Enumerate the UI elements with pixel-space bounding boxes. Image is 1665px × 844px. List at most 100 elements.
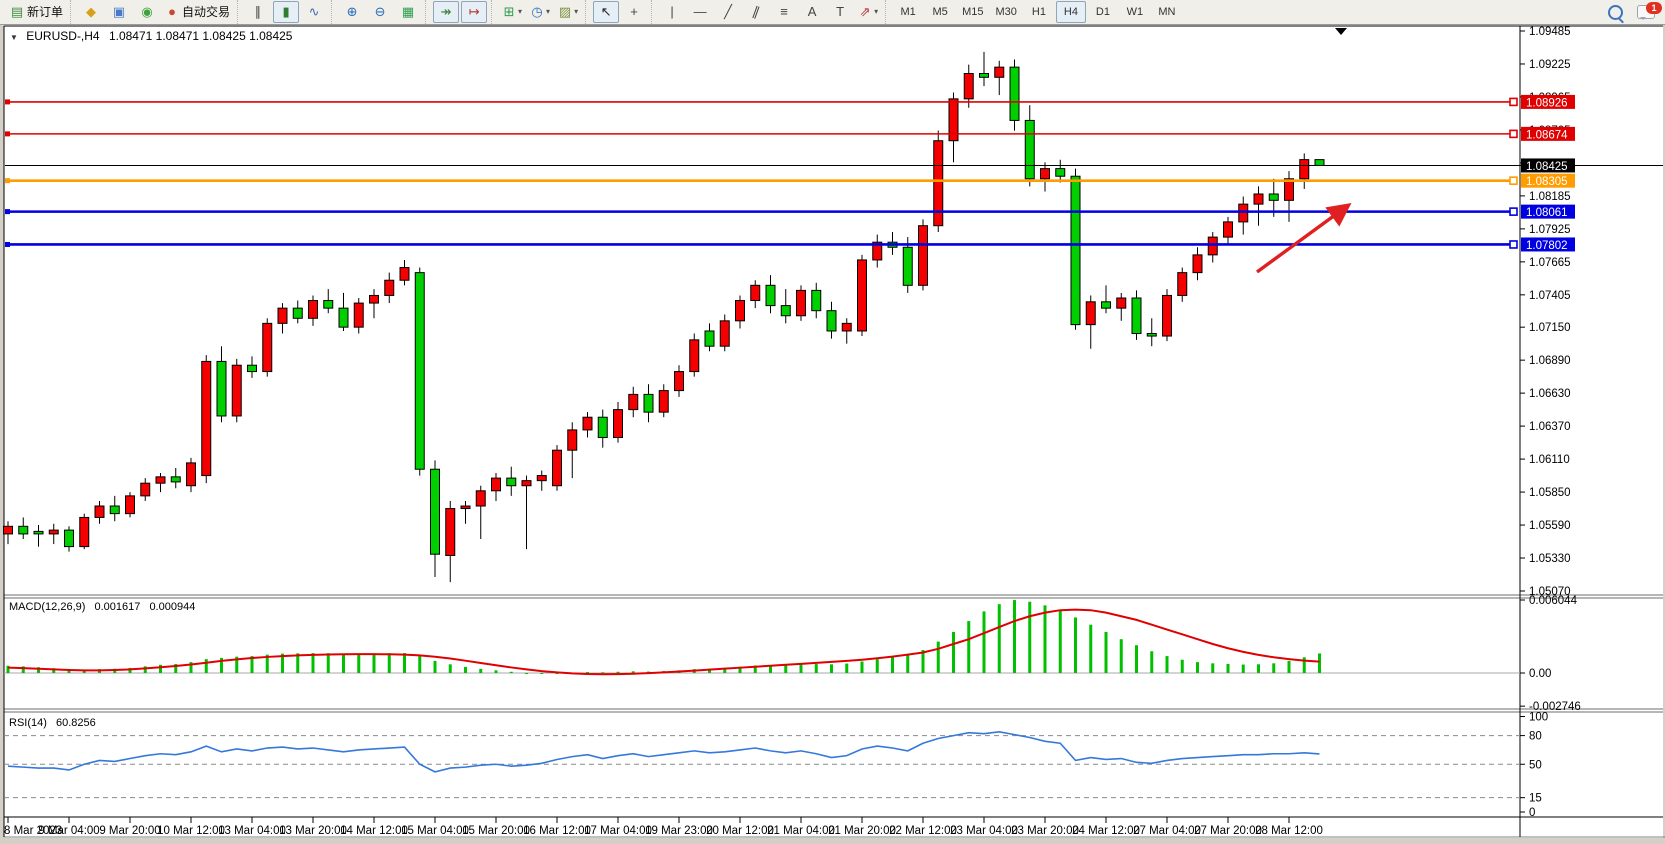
macd-histogram-bar <box>525 673 528 674</box>
price-tick-label: 1.06630 <box>1529 388 1571 400</box>
price-tick-label: 1.07665 <box>1529 257 1571 269</box>
trendline-button[interactable]: ╱ <box>715 1 741 23</box>
timeframe-M30[interactable]: M30 <box>995 6 1017 18</box>
line-chart-button[interactable]: ∿ <box>301 1 327 23</box>
cursor-button[interactable]: ↖ <box>593 1 620 23</box>
candle-bull <box>1223 221 1233 238</box>
chevron-down-icon[interactable]: ▾ <box>546 7 551 16</box>
time-tick-label: 13 Mar 04:00 <box>218 825 286 837</box>
macd-histogram-bar <box>967 621 971 673</box>
candle-bull <box>1253 193 1264 205</box>
timeframe-M15[interactable]: M15 <box>962 6 984 18</box>
macd-histogram-bar <box>1287 660 1291 673</box>
text-label-icon: T <box>836 4 845 19</box>
window-bottom-edge <box>0 838 1665 844</box>
trend-arrow-annotation[interactable] <box>1255 202 1352 274</box>
add-indicator-icon: ⊞ <box>503 4 515 19</box>
macd-histogram-bar <box>464 666 467 673</box>
profiles-button[interactable]: ▣ <box>106 1 132 23</box>
chevron-down-icon[interactable]: ▾ <box>518 7 523 16</box>
rsi-scale-label: 100 <box>1529 712 1548 724</box>
macd-histogram-bar <box>1135 645 1138 673</box>
line-left-handle[interactable] <box>5 241 10 247</box>
candle-bear <box>1146 333 1157 337</box>
candle-bull <box>475 490 486 507</box>
collapse-triangle-icon[interactable]: ▼ <box>10 33 18 42</box>
time-tick-label: 13 Mar 20:00 <box>279 825 347 837</box>
line-left-handle[interactable] <box>5 131 10 137</box>
templates-button[interactable]: ▨ ▾ <box>555 1 581 23</box>
crosshair-button[interactable]: + <box>621 1 647 23</box>
rsi-scale-label: 80 <box>1529 731 1542 743</box>
svg-text:1.08926: 1.08926 <box>1526 97 1568 109</box>
horizontal-line-button[interactable]: — <box>687 1 713 23</box>
autoscroll-button[interactable]: ↠ <box>433 1 460 23</box>
macd-histogram-bar <box>67 669 71 673</box>
macd-signal-line <box>7 608 1320 676</box>
timeframe-MN[interactable]: MN <box>1158 6 1176 18</box>
candlestick-icon: ▮ <box>282 4 290 19</box>
macd-histogram-bar <box>1302 657 1306 673</box>
line-right-handle[interactable] <box>1509 129 1518 139</box>
tile-windows-icon: ▦ <box>401 4 415 19</box>
line-right-handle[interactable] <box>1509 240 1518 249</box>
timeframe-M1[interactable]: M1 <box>900 6 916 18</box>
timeframe-H4[interactable]: H4 <box>1055 1 1086 23</box>
periods-button[interactable]: ◷ ▾ <box>527 1 553 23</box>
timeframe-D1[interactable]: D1 <box>1095 6 1110 18</box>
candle-bull <box>1299 159 1310 180</box>
zoom-in-button[interactable]: ⊕ <box>339 1 365 23</box>
line-right-handle[interactable] <box>1509 176 1518 185</box>
time-tick-label: 8 Mar 2023 <box>4 825 62 837</box>
macd-histogram-bar <box>1257 664 1260 673</box>
zoom-out-button[interactable]: ⊖ <box>367 1 393 23</box>
text-label-button[interactable]: T <box>827 1 853 23</box>
vertical-line-button[interactable]: | <box>659 1 685 23</box>
zoom-in-icon: ⊕ <box>346 4 358 19</box>
candle-bull <box>735 300 745 322</box>
macd-histogram-bar <box>601 672 605 674</box>
line-left-handle[interactable] <box>5 178 10 184</box>
line-left-handle[interactable] <box>5 209 10 215</box>
alerts-button[interactable]: ◉ <box>134 1 160 23</box>
channel-button[interactable]: ∥ <box>743 1 769 23</box>
indicators-button[interactable]: ⊞ ▾ <box>499 1 525 23</box>
candle-bull <box>689 339 700 373</box>
time-tick-label: 15 Mar 04:00 <box>401 825 469 837</box>
macd-histogram-bar <box>21 666 25 673</box>
arrows-button[interactable]: ⇗ ▾ <box>855 1 881 23</box>
chevron-down-icon[interactable]: ▾ <box>574 7 579 16</box>
candle-bear <box>1131 297 1142 335</box>
macd-histogram-bar <box>1241 664 1245 673</box>
candle-bear <box>1024 119 1035 180</box>
fibonacci-button[interactable]: ≡ <box>771 1 797 23</box>
chevron-down-icon[interactable]: ▾ <box>874 7 879 16</box>
autotrading-button[interactable]: ● 自动交易 <box>162 1 233 23</box>
timeframe-H1[interactable]: H1 <box>1031 6 1046 18</box>
candles-chart-button[interactable]: ▮ <box>273 1 300 23</box>
toolbar-group: ↠ ↦ <box>425 0 491 24</box>
chat-icon[interactable]: 1 <box>1637 2 1662 20</box>
bars-chart-button[interactable]: ∥ <box>245 1 271 23</box>
radar-signal-icon: ◉ <box>141 4 153 19</box>
svg-text:1.08305: 1.08305 <box>1526 176 1568 188</box>
chart-shift-button[interactable]: ↦ <box>461 1 488 23</box>
tile-windows-button[interactable]: ▦ <box>395 1 421 23</box>
candle-bear <box>292 307 303 319</box>
candle-bull <box>399 267 410 281</box>
timeframe-W1[interactable]: W1 <box>1126 6 1144 18</box>
search-icon[interactable] <box>1608 4 1623 20</box>
candle-bull <box>567 429 578 451</box>
line-right-handle[interactable] <box>1509 97 1518 107</box>
text-button[interactable]: A <box>799 1 825 23</box>
timeframe-M5[interactable]: M5 <box>932 6 948 18</box>
new-chart-button[interactable]: ◆ <box>78 1 104 23</box>
line-right-handle[interactable] <box>1509 207 1518 216</box>
price-tick-label: 1.05850 <box>1529 487 1571 499</box>
candle-bull <box>353 302 364 328</box>
line-left-handle[interactable] <box>5 99 10 105</box>
new-order-button[interactable]: ▤ 新订单 <box>7 1 66 23</box>
time-tick-label: 10 Mar 12:00 <box>157 825 225 837</box>
